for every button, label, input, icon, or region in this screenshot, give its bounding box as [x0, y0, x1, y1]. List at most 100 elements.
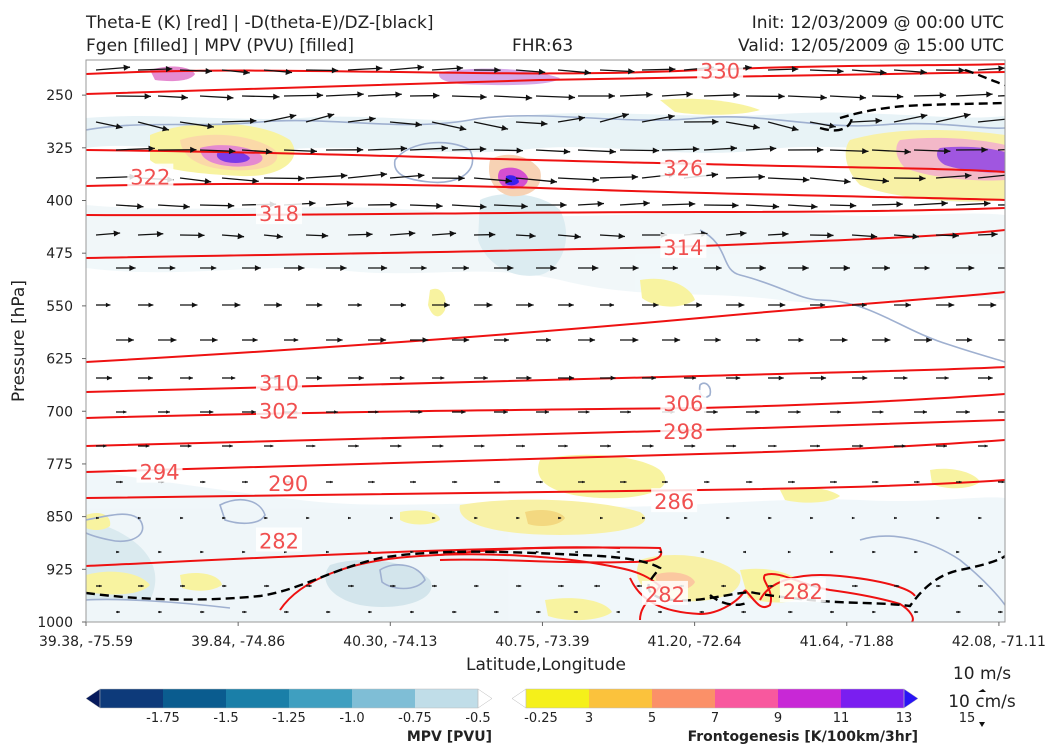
wind-arrow-head [158, 610, 162, 614]
wind-arrow-head [741, 610, 745, 614]
wind-arrow-head [522, 444, 525, 448]
wind-arrow-head [366, 231, 373, 238]
theta-e-label-halo [660, 389, 707, 414]
wind-arrow-head [859, 444, 864, 448]
plot-area: 330 326 322 318 314 310 306 302 298 294 290 286 282 2… [86, 60, 1029, 622]
wind-arrow-head [395, 91, 402, 98]
y-tick-label: 550 [46, 299, 73, 315]
wind-arrow-head [298, 264, 305, 272]
wind-arrow-head [254, 265, 261, 271]
wind-arrow-head [884, 265, 890, 271]
wind-arrow-head [944, 376, 949, 380]
wind-arrow-head [755, 409, 760, 415]
wind-arrow-head [182, 584, 185, 588]
wind-arrow-head [538, 68, 546, 75]
wind-arrow-head [463, 337, 470, 343]
reference-vertical-label: 10 cm/s [948, 692, 1016, 712]
wind-arrow-head [669, 66, 676, 73]
wind-arrow-head [463, 265, 469, 271]
wind-arrow-head [417, 172, 425, 179]
wind-arrow-head [180, 516, 184, 520]
wind-arrow-head [309, 200, 316, 207]
wind-arrow [725, 176, 765, 179]
wind-arrow-head [115, 123, 123, 130]
wind-arrow-head [749, 480, 753, 484]
wind-arrow-head [862, 302, 867, 308]
wind-arrow-head [227, 202, 235, 209]
wind-arrow-head [651, 375, 656, 381]
init-time: Init: 12/03/2009 @ 00:00 UTC [751, 13, 1004, 33]
wind-arrow-head [632, 337, 639, 343]
wind-arrow-head [755, 337, 761, 343]
theta-e-contour [86, 182, 1005, 201]
theta-e-contour [86, 71, 1005, 95]
wind-arrow [977, 118, 1005, 123]
wind-arrow-head [346, 200, 354, 207]
wind-arrow-head [249, 117, 257, 125]
theta-e-label: 282 [645, 583, 685, 607]
wind-arrow-head [578, 115, 586, 122]
wind-arrow-head [265, 148, 273, 155]
wind-arrow-head [841, 337, 848, 343]
wind-arrow-head [879, 69, 887, 76]
wind-arrow-head [205, 68, 212, 75]
y-tick-label: 700 [46, 404, 73, 420]
wind-arrow-head [963, 112, 971, 119]
wind-arrow-head [316, 375, 323, 381]
theta-e-label: 310 [259, 371, 299, 395]
wind-arrow-head [816, 444, 821, 448]
wind-arrow-head [665, 480, 668, 484]
wind-arrow-head [699, 610, 703, 614]
wind-arrow-head [782, 231, 789, 238]
reference-horizontal-arrow [978, 689, 986, 692]
wind-arrow-head [713, 409, 718, 415]
wind-arrow-head [518, 584, 522, 588]
wind-arrow-head [390, 516, 393, 520]
wind-arrow-head [896, 93, 904, 100]
wind-arrow-head [501, 124, 509, 131]
wind-arrow [473, 177, 512, 182]
wind-arrow-head [772, 203, 780, 210]
wind-arrow [809, 177, 851, 183]
wind-arrow-head [636, 584, 640, 588]
wind-arrow-head [243, 69, 250, 76]
dz-contour [709, 594, 749, 606]
wind-arrow-head [137, 203, 144, 210]
theta-e-label-halo [779, 578, 826, 603]
wind-arrow-head [285, 610, 289, 614]
theta-e-contour [86, 546, 663, 567]
wind-arrow-head [792, 480, 795, 484]
wind-arrow-head [1023, 146, 1029, 152]
colorbar-tick-label: -1.25 [272, 711, 306, 726]
wind-arrow-head [568, 302, 574, 308]
theta-e-label: 298 [663, 420, 703, 444]
wind-arrow-head [870, 233, 878, 240]
wind-arrow-head [540, 120, 548, 127]
wind-arrow-head [418, 410, 423, 414]
wind-arrow-head [608, 92, 615, 100]
wind-arrow-head [140, 584, 144, 588]
wind-arrow [409, 147, 448, 151]
wind-arrow-head [652, 147, 660, 154]
wind-arrow-head [943, 444, 947, 448]
wind-arrow-head [936, 516, 940, 520]
wind-arrow-head [310, 148, 317, 155]
wind-arrow-head [162, 125, 169, 132]
wind-arrow-head [978, 516, 982, 520]
wind-arrow-head [528, 302, 534, 308]
wind-arrow-head [779, 302, 786, 308]
wind-arrow-head [831, 610, 834, 614]
fgen-fill-region [400, 510, 440, 525]
wind-arrow-head [715, 337, 721, 343]
colorbar-tick-label: -0.25 [524, 711, 558, 726]
wind-arrow-head [526, 375, 532, 381]
wind-arrow-head [198, 232, 205, 239]
wind-arrow-head [787, 550, 791, 554]
fgen-fill-region [780, 487, 840, 503]
wind-arrow-head [242, 550, 246, 554]
wind-arrow-head [481, 444, 485, 448]
wind-arrow-head [251, 409, 256, 415]
y-tick-label: 925 [46, 562, 73, 578]
y-tick-label: 775 [46, 457, 73, 473]
